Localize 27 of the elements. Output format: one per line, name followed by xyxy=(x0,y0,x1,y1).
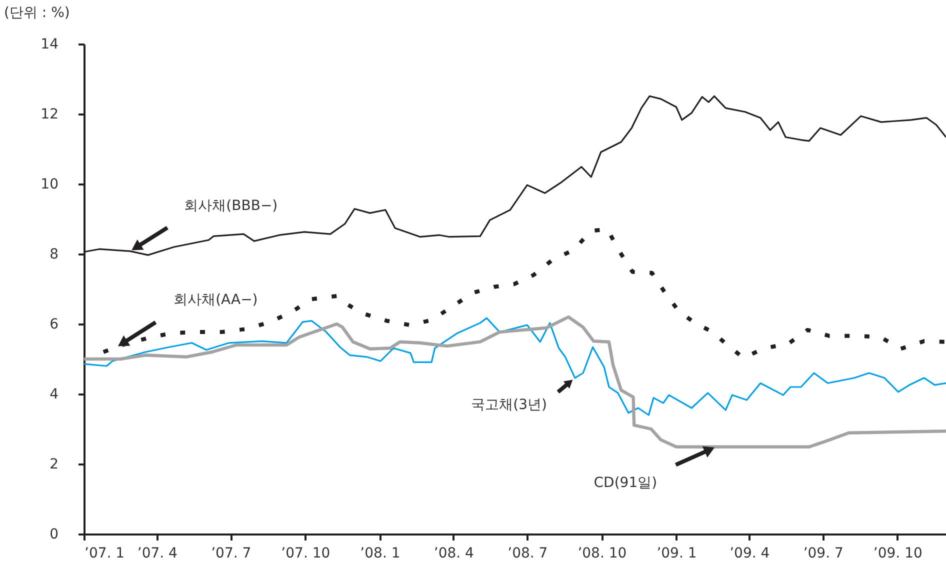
y-tick-label: 6 xyxy=(50,316,59,332)
x-tick-label: ’07. 7 xyxy=(211,546,252,562)
y-tick-label: 10 xyxy=(40,176,58,192)
x-tick-label: ’07. 1 xyxy=(84,546,125,562)
x-tick-label: ’08. 1 xyxy=(360,546,400,562)
x-tick-label: ’09. 10 xyxy=(873,546,922,562)
text: 국고채(3년) xyxy=(471,396,547,413)
x-tick-label: ’08. 4 xyxy=(434,546,474,562)
x-tick-label: ’09. 1 xyxy=(656,546,697,562)
x-tick-label: ’09. 7 xyxy=(803,546,844,562)
x-tick-label: ’09. 4 xyxy=(730,546,770,562)
y-tick-label: 12 xyxy=(40,106,58,122)
y-tick-label: 14 xyxy=(40,36,59,52)
y-tick-label: 0 xyxy=(50,526,58,542)
y-tick-label: 8 xyxy=(50,246,58,262)
series-label: 회사채(BBB−) xyxy=(184,198,278,214)
line-series xyxy=(83,317,946,416)
series-label: 회사채(AA−) xyxy=(174,292,258,308)
text: CD(91일) xyxy=(594,474,658,491)
y-tick-label: 4 xyxy=(50,386,59,402)
line-series xyxy=(82,315,946,448)
x-tick-label: ’07. 10 xyxy=(281,546,330,562)
x-tick-label: ’08. 10 xyxy=(578,546,627,562)
x-tick-label: ’07. 4 xyxy=(137,546,178,562)
x-tick-label: ’08. 7 xyxy=(508,546,548,562)
y-axis-title: (단위 : %) xyxy=(4,5,70,21)
y-tick-label: 2 xyxy=(50,456,58,472)
